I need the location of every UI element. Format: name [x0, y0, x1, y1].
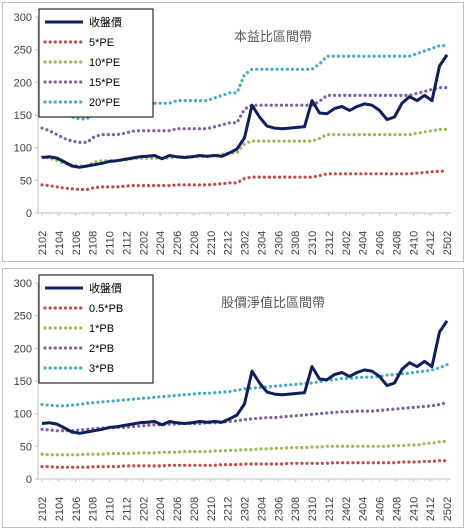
pb-x-tick-label: 2212: [223, 497, 235, 521]
pb-series-line: [40, 401, 449, 433]
pe-legend-box: [38, 8, 154, 118]
pb-y-tick-label: 50: [20, 441, 32, 453]
pe-y-tick-label: 0: [26, 208, 32, 220]
pb-x-tick-label: 2406: [375, 497, 387, 521]
pe-y-tick-label: 200: [14, 77, 32, 89]
pb-y-tick-label: 100: [14, 409, 32, 421]
pe-band-chart-plot: 0 50 100 150 200 250 300 2102 2104 2106 2108 2110 21…: [14, 8, 454, 255]
pb-legend: 收盤價 0.5*PB 1*PB 2*PB 3*PB: [38, 274, 154, 384]
pe-x-tick-label: 2308: [290, 231, 302, 255]
pe-x-tick-label: 2410: [408, 231, 420, 255]
pe-x-tick-label: 2102: [37, 231, 49, 255]
pb-legend-label: 0.5*PB: [89, 303, 123, 315]
pb-legend-label: 1*PB: [89, 323, 114, 335]
pe-x-tick-label: 2204: [155, 231, 167, 255]
pb-series-line: [40, 459, 449, 469]
pe-chart-title: 本益比區間帶: [234, 29, 312, 44]
pb-x-tick-label: 2402: [341, 497, 353, 521]
pe-x-tick-label: 2408: [391, 231, 403, 255]
pe-x-tick-label: 2406: [375, 231, 387, 255]
pb-y-tick-label: 0: [26, 474, 32, 486]
pb-x-tick-label: 2104: [54, 497, 66, 521]
pb-y-tick-label: 200: [14, 343, 32, 355]
pb-x-tick-label: 2202: [138, 497, 150, 521]
pe-y-tick-label: 50: [20, 175, 32, 187]
pb-series-line: [40, 439, 449, 457]
pb-x-tick-label: 2502: [442, 497, 454, 521]
pe-x-tick-label: 2304: [256, 231, 268, 255]
pb-x-tick-label: 2210: [206, 497, 218, 521]
pb-x-tick-label: 2308: [290, 497, 302, 521]
pe-x-tick-label: 2402: [341, 231, 353, 255]
pe-x-tick-label: 2404: [358, 231, 370, 255]
pe-legend-label: 15*PE: [89, 77, 120, 89]
pe-legend-label: 收盤價: [89, 15, 122, 29]
pe-x-tick-label: 2104: [54, 231, 66, 255]
pb-x-tick-label: 2404: [358, 497, 370, 521]
pb-x-tick-label: 2304: [256, 497, 268, 521]
pb-y-tick-label: 300: [14, 278, 32, 290]
pe-x-tick-label: 2112: [121, 231, 133, 255]
pe-legend-label: 20*PE: [89, 97, 120, 109]
pb-legend-label: 3*PB: [89, 363, 114, 375]
pe-y-tick-label: 150: [14, 110, 32, 122]
pe-x-tick-label: 2108: [88, 231, 100, 255]
pe-x-tick-label: 2110: [105, 231, 117, 255]
pe-x-tick-label: 2206: [172, 231, 184, 255]
pe-series-line: [41, 54, 449, 169]
pe-x-tick-label: 2208: [189, 231, 201, 255]
pb-series-line: [41, 320, 449, 435]
pe-legend: 收盤價 5*PE 10*PE 15*PE 20*PE: [38, 8, 154, 118]
pe-legend-label: 5*PE: [89, 37, 114, 49]
pb-x-tick-label: 2206: [172, 497, 184, 521]
pe-x-tick-label: 2306: [273, 231, 285, 255]
pb-x-tick-label: 2310: [307, 497, 319, 521]
pb-x-tick-label: 2302: [240, 497, 252, 521]
pb-y-tick-label: 250: [14, 311, 32, 323]
pe-series-line: [40, 85, 449, 144]
pb-x-tick-label: 2110: [105, 497, 117, 521]
pe-band-chart: 0 50 100 150 200 250 300 2102 2104 2106 2108 2110 21…: [2, 2, 464, 262]
pb-legend-label: 2*PB: [89, 343, 114, 355]
pb-x-tick-label: 2108: [88, 497, 100, 521]
pe-x-tick-label: 2312: [324, 231, 336, 255]
pe-x-tick-label: 2202: [138, 231, 150, 255]
pe-y-tick-label: 300: [14, 12, 32, 24]
pb-y-tick-label: 150: [14, 376, 32, 388]
pe-x-tick-label: 2310: [307, 231, 319, 255]
pe-x-tick-label: 2412: [425, 231, 437, 255]
pb-x-tick-label: 2112: [121, 497, 133, 521]
pb-x-tick-label: 2412: [425, 497, 437, 521]
pb-x-tick-label: 2204: [155, 497, 167, 521]
pb-band-chart: 0 50 100 150 200 250 300 2102 2104 2106 2108 2110 21…: [2, 268, 464, 528]
pe-x-tick-label: 2210: [206, 231, 218, 255]
pe-x-tick-label: 2106: [71, 231, 83, 255]
pb-x-tick-label: 2408: [391, 497, 403, 521]
pe-x-tick-label: 2302: [240, 231, 252, 255]
pe-y-tick-label: 100: [14, 143, 32, 155]
pb-x-tick-label: 2208: [189, 497, 201, 521]
pb-chart-title: 股價淨值比區間帶: [221, 295, 325, 310]
pb-legend-box: [38, 274, 154, 384]
pe-y-tick-label: 250: [14, 45, 32, 57]
pe-legend-label: 10*PE: [89, 57, 120, 69]
pe-x-tick-label: 2212: [223, 231, 235, 255]
pe-series-line: [40, 169, 449, 192]
pb-x-tick-label: 2106: [71, 497, 83, 521]
pb-x-tick-label: 2102: [37, 497, 49, 521]
pb-x-tick-label: 2312: [324, 497, 336, 521]
pb-x-tick-label: 2410: [408, 497, 420, 521]
pb-legend-label: 收盤價: [89, 281, 122, 295]
pb-series-line: [40, 363, 449, 408]
pe-x-tick-label: 2502: [442, 231, 454, 255]
pb-x-tick-label: 2306: [273, 497, 285, 521]
pb-band-chart-plot: 0 50 100 150 200 250 300 2102 2104 2106 2108 2110 21…: [14, 274, 454, 521]
